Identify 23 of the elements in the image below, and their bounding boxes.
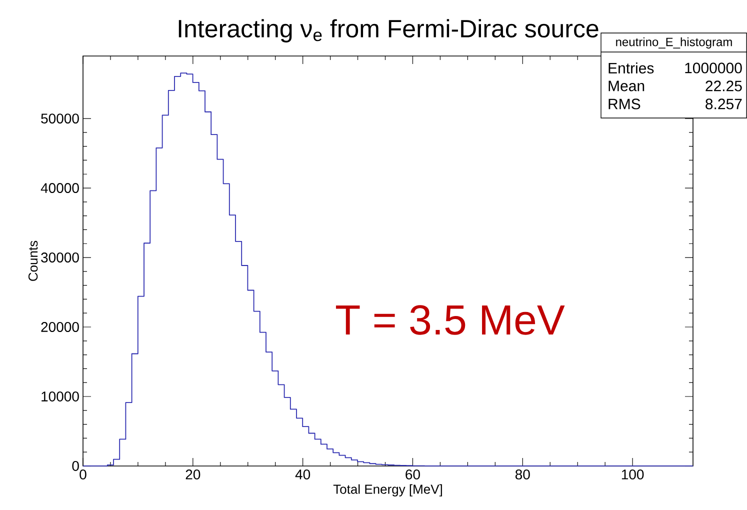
x-axis-title: Total Energy [MeV] [333,484,442,496]
annotation: T = 3.5 MeV [336,305,565,335]
annotation: Entries [608,62,654,74]
y-tick-label: 30000 [41,252,79,262]
x-tick-label: 100 [622,470,644,480]
y-tick-label: 40000 [40,183,79,193]
x-tick-label: 80 [515,470,530,480]
x-tick-label: 60 [406,470,420,480]
annotation: 1000000 [685,62,742,74]
x-tick-label: 20 [186,470,200,480]
chart-title: Interacting ν$_{e}$ from Fermi-Dirac source [178,19,598,42]
y-tick-label: 20000 [41,322,79,332]
y-tick-label: 0 [72,461,79,471]
annotation: RMS [608,98,640,110]
y-tick-label: 10000 [42,392,79,402]
y-axis-title: Counts [28,240,38,281]
text: 8.257 [706,98,742,110]
y-tick-label: 50000 [41,114,79,124]
annotation: Mean [608,80,644,92]
text: 22.25 [706,80,742,92]
text: neutrino_E_histogram [616,37,732,49]
x-tick-label: 40 [295,470,310,480]
x-tick-label: 0 [80,470,86,480]
